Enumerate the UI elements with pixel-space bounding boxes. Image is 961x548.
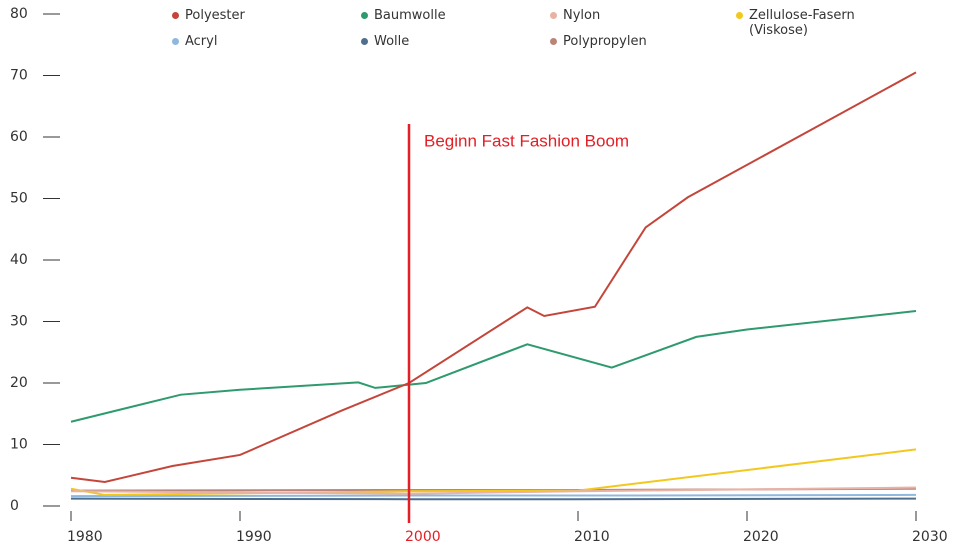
y-tick-label: 40 bbox=[10, 252, 28, 268]
legend-marker bbox=[550, 12, 557, 19]
legend-item: Baumwolle bbox=[361, 8, 550, 34]
annotation-text: Beginn Fast Fashion Boom bbox=[424, 131, 629, 150]
x-tick-label: 2000 bbox=[405, 529, 441, 545]
legend-marker bbox=[550, 38, 557, 45]
y-tick-label: 0 bbox=[10, 498, 19, 514]
x-tick-label: 2030 bbox=[912, 529, 948, 545]
series-line bbox=[70, 310, 917, 423]
legend-item: Polyester bbox=[172, 8, 361, 34]
series-line bbox=[70, 486, 917, 495]
y-tick-label: 30 bbox=[10, 314, 28, 330]
x-tick-label: 2010 bbox=[574, 529, 610, 545]
legend-label: Wolle bbox=[374, 34, 410, 49]
legend-marker bbox=[361, 38, 368, 45]
legend-label: Polyester bbox=[185, 8, 245, 23]
legend-item: Polypropylen bbox=[550, 34, 736, 60]
y-tick-label: 60 bbox=[10, 129, 28, 145]
series-line bbox=[70, 497, 917, 501]
y-tick-label: 20 bbox=[10, 375, 28, 391]
y-tick-label: 10 bbox=[10, 437, 28, 453]
legend-label: Polypropylen bbox=[563, 34, 647, 49]
legend-item: Zellulose-Fasern (Viskose) bbox=[736, 8, 886, 38]
y-tick-label: 80 bbox=[10, 6, 28, 22]
legend-item: Acryl bbox=[172, 34, 361, 60]
x-tick-label: 1980 bbox=[67, 529, 103, 545]
legend-label: Acryl bbox=[185, 34, 218, 49]
legend-item: Wolle bbox=[361, 34, 550, 60]
legend-item: Nylon bbox=[550, 8, 736, 34]
legend-label: Nylon bbox=[563, 8, 601, 23]
legend-label: Zellulose-Fasern (Viskose) bbox=[749, 8, 855, 38]
x-tick-label: 1990 bbox=[236, 529, 272, 545]
y-tick-label: 70 bbox=[10, 68, 28, 84]
legend-marker bbox=[736, 12, 743, 19]
legend-marker bbox=[361, 12, 368, 19]
series-line bbox=[70, 493, 917, 498]
legend: Polyester Baumwolle Nylon Zellulose-Fasern … bbox=[172, 8, 952, 60]
x-tick-label: 2020 bbox=[743, 529, 779, 545]
series-line bbox=[70, 71, 917, 484]
legend-label: Baumwolle bbox=[374, 8, 446, 23]
y-tick-label: 50 bbox=[10, 191, 28, 207]
legend-marker bbox=[172, 12, 179, 19]
legend-marker bbox=[172, 38, 179, 45]
